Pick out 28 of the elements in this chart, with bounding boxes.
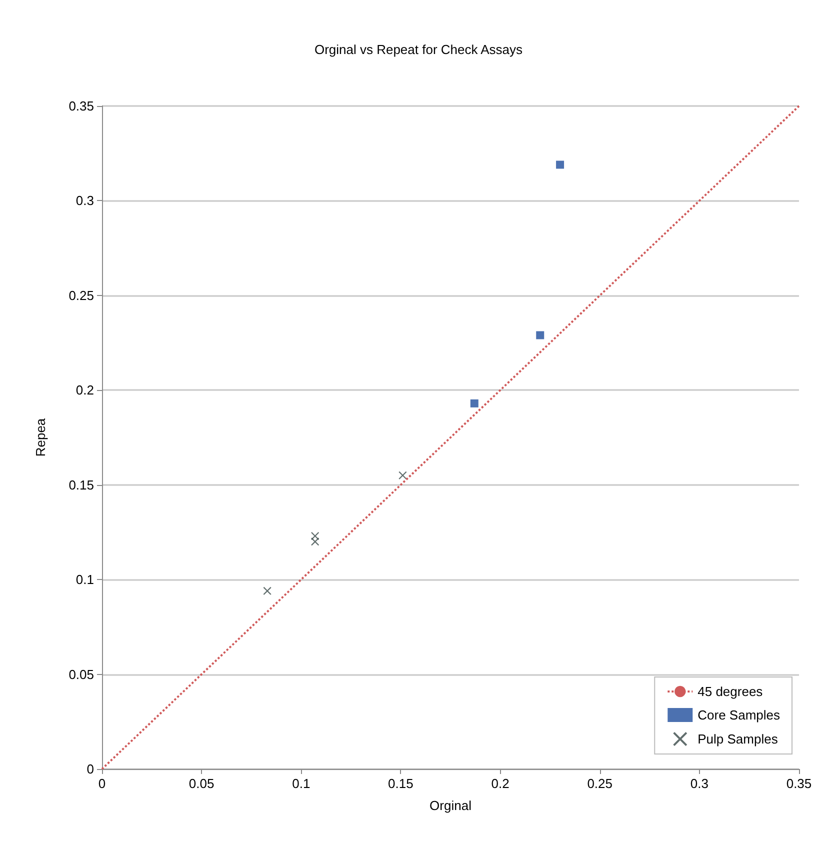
chart-title: Orginal vs Repeat for Check Assays: [314, 42, 524, 57]
y-tick-label: 0.25: [68, 288, 94, 303]
point: [263, 586, 272, 595]
x-tick-label: 0.25: [587, 776, 613, 791]
y-tick-label: 0.05: [68, 666, 94, 682]
x-axis-title: Orginal: [430, 798, 472, 813]
y-tick-label: 0.35: [68, 98, 94, 114]
x-tick-label: 0.15: [388, 776, 414, 791]
y-tick-label: 0.1: [76, 572, 94, 588]
x-tick-label: 0: [98, 776, 106, 791]
x-tick-label: 0.1: [292, 776, 310, 791]
legend-label: Core Samples: [698, 708, 780, 722]
y-tick-label: 0.3: [76, 193, 94, 208]
point: [536, 331, 544, 340]
point: [470, 399, 478, 408]
legend-label: Pulp Samples: [698, 732, 778, 746]
y-tick-label: 0.2: [76, 382, 94, 398]
x-tick-label: 0.3: [690, 776, 708, 791]
point: [311, 538, 320, 546]
point: [398, 471, 407, 480]
y-axis-title: Repea: [33, 418, 48, 457]
y-tick-label: 0: [86, 762, 94, 776]
point: [556, 160, 564, 169]
x-tick-label: 0.35: [786, 776, 812, 791]
x-tick-label: 0.05: [188, 776, 214, 791]
y-tick-label: 0.15: [68, 477, 94, 492]
x-tick-label: 0.2: [491, 776, 510, 791]
legend-label: 45 degrees: [698, 684, 764, 699]
